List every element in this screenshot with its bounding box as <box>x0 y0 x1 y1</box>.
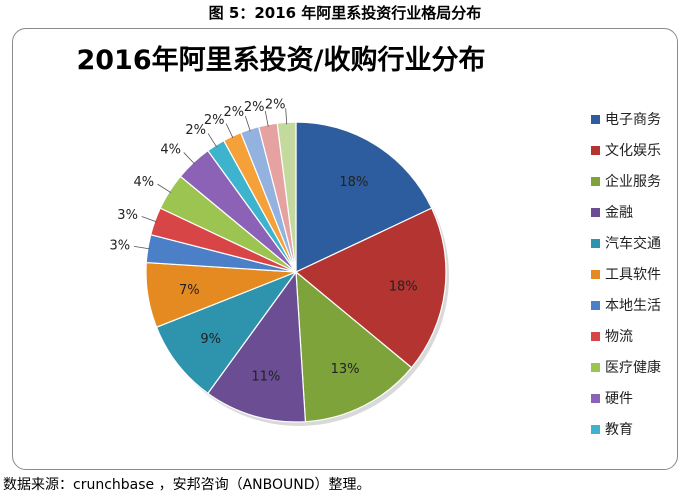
legend-item-文化娱乐: 文化娱乐 <box>591 143 661 159</box>
legend-swatch <box>591 425 600 434</box>
leader-line <box>285 108 288 125</box>
slice-value-label: 2% <box>185 123 206 138</box>
legend-item-电子商务: 电子商务 <box>591 112 661 128</box>
legend-swatch <box>591 146 600 155</box>
slice-value-label: 18% <box>339 175 368 190</box>
slice-value-label: 2% <box>204 113 225 128</box>
leader-line <box>207 133 218 148</box>
legend-swatch <box>591 239 600 248</box>
legend-swatch <box>591 208 600 217</box>
figure-title: 图 5：2016 年阿里系投资行业格局分布 <box>208 4 482 22</box>
slice-value-label: 2% <box>265 97 286 112</box>
legend-item-汽车交通: 汽车交通 <box>591 235 661 252</box>
legend-swatch <box>591 332 600 341</box>
slice-value-label: 18% <box>389 280 418 295</box>
slice-value-label: 3% <box>109 239 130 254</box>
legend-label: 物流 <box>605 329 633 345</box>
leader-line <box>157 183 172 194</box>
slice-value-label: 2% <box>244 100 265 115</box>
slice-value-label: 2% <box>223 105 244 120</box>
legend-label: 电子商务 <box>605 112 661 128</box>
legend-item-本地生活: 本地生活 <box>591 298 661 314</box>
source-note: 数据来源：crunchbase ，安邦咨询（ANBOUND）整理。 <box>3 477 371 493</box>
legend-item-金融: 金融 <box>591 205 633 221</box>
legend-swatch <box>591 115 600 124</box>
legend-label: 教育 <box>605 422 633 438</box>
legend-item-企业服务: 企业服务 <box>591 173 661 190</box>
legend-label: 金融 <box>605 205 633 221</box>
legend-swatch <box>591 394 600 403</box>
slice-value-label: 3% <box>117 208 138 223</box>
legend-label: 医疗健康 <box>605 359 661 376</box>
leader-line <box>264 110 269 127</box>
slice-value-label: 9% <box>200 332 221 347</box>
leader-line <box>225 123 234 139</box>
chart-frame: 2016年阿里系投资/收购行业分布 18% 18% 13% 11% 9% 7% 3% 3% 4%… <box>12 28 678 470</box>
legend-label: 企业服务 <box>605 173 661 190</box>
legend-swatch <box>591 363 600 372</box>
chart-title: 2016年阿里系投资/收购行业分布 <box>76 44 485 76</box>
pie-slice-企业服务 <box>295 270 413 423</box>
legend-label: 工具软件 <box>605 267 661 283</box>
legend-label: 硬件 <box>605 391 633 407</box>
legend-item-医疗健康: 医疗健康 <box>591 359 661 376</box>
slice-value-label: 4% <box>160 143 181 158</box>
legend-label: 文化娱乐 <box>605 143 661 159</box>
pie-slice-金融 <box>206 270 307 423</box>
legend-swatch <box>591 270 600 279</box>
pie-chart: 2016年阿里系投资/收购行业分布 18% 18% 13% 11% 9% 7% 3% 3% 4%… <box>76 44 661 438</box>
legend-label: 汽车交通 <box>605 235 661 252</box>
leader-line <box>244 115 251 132</box>
leader-line <box>133 245 150 250</box>
pie-slices <box>145 121 449 426</box>
legend-label: 本地生活 <box>605 298 661 314</box>
data-labels: 18%18%13%11%9%7%3%3%4%4%2%2%2% 2% 2% <box>109 97 417 384</box>
legend-swatch <box>591 301 600 310</box>
legend-item-硬件: 硬件 <box>591 391 633 407</box>
pie-slice-电子商务 <box>295 121 433 273</box>
legend-swatch <box>591 177 600 186</box>
pie-slice-文化娱乐 <box>294 207 447 369</box>
pie-slice-汽车交通 <box>155 270 298 395</box>
slice-value-label: 4% <box>134 175 155 190</box>
slice-value-label: 13% <box>331 362 360 377</box>
slice-value-label: 11% <box>251 370 280 385</box>
legend-item-教育: 教育 <box>591 422 633 438</box>
slice-value-label: 7% <box>179 283 200 298</box>
leader-line <box>141 216 157 223</box>
legend-item-物流: 物流 <box>591 329 633 345</box>
legend-item-工具软件: 工具软件 <box>591 267 661 283</box>
leader-line <box>183 152 195 165</box>
